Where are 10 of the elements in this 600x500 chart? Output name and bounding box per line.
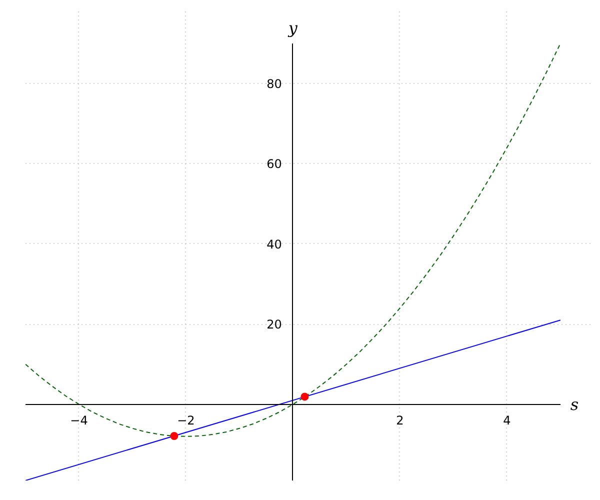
x-tick-label: 4 [503, 413, 511, 428]
x-axis-title: s [570, 394, 579, 414]
y-tick-label: 20 [266, 318, 282, 332]
y-axis-title: y [287, 18, 298, 38]
x-tick-label: 2 [396, 413, 404, 428]
y-tick-label: 40 [266, 237, 282, 252]
y-tick-label: 60 [266, 157, 282, 172]
x-tick-label: −4 [70, 413, 88, 428]
y-tick-label: 80 [266, 77, 282, 92]
x-tick-label: −2 [177, 413, 195, 428]
